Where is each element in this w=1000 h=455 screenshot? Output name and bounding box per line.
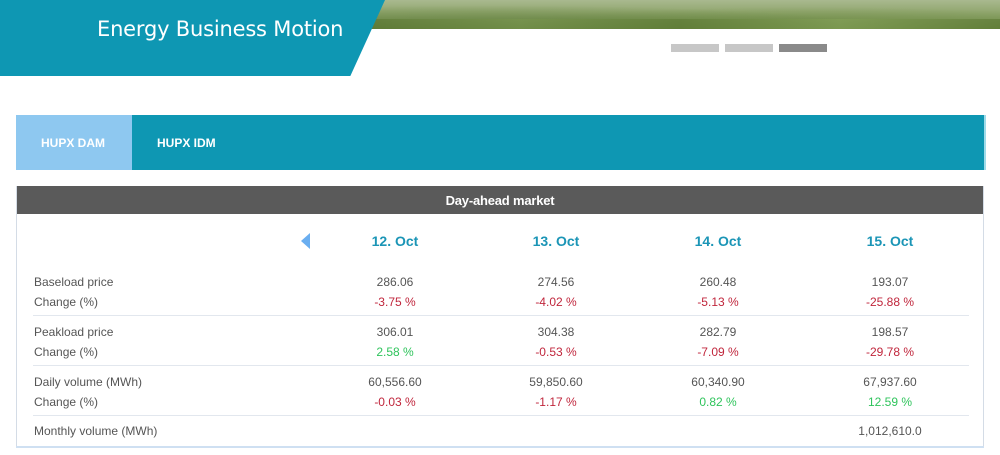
date-header: 12. Oct	[371, 233, 419, 249]
hero-title: Energy Business Motion	[97, 17, 344, 41]
hero-landscape-image	[360, 0, 1000, 29]
tab-hupx-idm[interactable]: HUPX IDM	[157, 135, 216, 150]
baseload-change: -3.75 %	[374, 295, 416, 309]
baseload-value: 193.07	[871, 275, 909, 289]
daily-volume-value: 60,556.60	[368, 375, 422, 389]
date-header: 13. Oct	[532, 233, 580, 249]
row-divider	[33, 315, 969, 316]
panel-bottom-border	[16, 446, 984, 448]
baseload-label: Baseload price	[34, 275, 114, 289]
peakload-change: -7.09 %	[697, 345, 739, 359]
peakload-value: 282.79	[699, 325, 737, 339]
chevron-left-icon[interactable]	[301, 233, 310, 249]
baseload-change-label: Change (%)	[34, 295, 99, 309]
baseload-value: 274.56	[537, 275, 575, 289]
market-tabs: HUPX DAM HUPX IDM	[16, 115, 984, 170]
daily-volume-value: 59,850.60	[529, 375, 583, 389]
day-ahead-market-panel: Day-ahead market 12. Oct 13. Oct 14. Oct…	[16, 186, 984, 448]
hero-banner-area: Energy Business Motion	[0, 0, 1000, 78]
monthly-volume-label: Monthly volume (MWh)	[34, 424, 158, 438]
volume-change: 0.82 %	[699, 395, 737, 409]
baseload-change: -4.02 %	[535, 295, 577, 309]
hero-title-banner	[0, 0, 385, 76]
baseload-change: -5.13 %	[697, 295, 739, 309]
volume-change: -0.03 %	[374, 395, 416, 409]
row-divider	[33, 365, 969, 366]
peakload-label: Peakload price	[34, 325, 114, 339]
peakload-change: -29.78 %	[865, 345, 915, 359]
slider-dot-1[interactable]	[671, 44, 719, 52]
date-header: 14. Oct	[694, 233, 742, 249]
peakload-value: 306.01	[376, 325, 414, 339]
market-title: Day-ahead market	[17, 186, 983, 214]
daily-volume-value: 67,937.60	[863, 375, 917, 389]
date-header: 15. Oct	[866, 233, 914, 249]
slider-indicators	[671, 44, 827, 52]
daily-volume-label: Daily volume (MWh)	[34, 375, 143, 389]
monthly-volume-value: 1,012,610.0	[858, 424, 922, 438]
volume-change-label: Change (%)	[34, 395, 99, 409]
peakload-value: 304.38	[537, 325, 575, 339]
tab-hupx-dam[interactable]: HUPX DAM	[16, 115, 132, 170]
row-divider	[33, 415, 969, 416]
peakload-change: -0.53 %	[535, 345, 577, 359]
peakload-change: 2.58 %	[376, 345, 414, 359]
peakload-value: 198.57	[871, 325, 909, 339]
slider-dot-3[interactable]	[779, 44, 827, 52]
right-edge-divider	[984, 115, 1000, 170]
volume-change: 12.59 %	[867, 395, 913, 409]
peakload-change-label: Change (%)	[34, 345, 99, 359]
daily-volume-value: 60,340.90	[691, 375, 745, 389]
volume-change: -1.17 %	[535, 395, 577, 409]
baseload-value: 260.48	[699, 275, 737, 289]
slider-dot-2[interactable]	[725, 44, 773, 52]
baseload-change: -25.88 %	[865, 295, 915, 309]
baseload-value: 286.06	[376, 275, 414, 289]
